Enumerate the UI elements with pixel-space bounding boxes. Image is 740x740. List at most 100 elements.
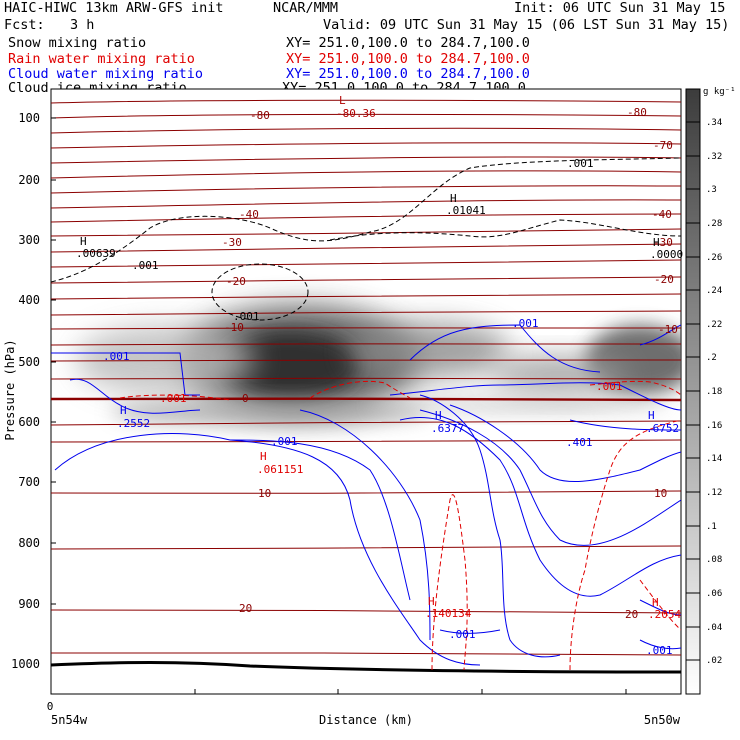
colorbar-tick: .02 [706, 656, 722, 666]
valid-time: Valid: 09 UTC Sun 31 May 15 (06 LST Sun … [323, 17, 730, 33]
extremum-value: .2054 [648, 608, 681, 621]
colorbar-tick: .22 [706, 320, 722, 330]
extremum-type: L [339, 94, 346, 107]
extremum-value: .140134 [425, 607, 472, 620]
colorbar-tick: .32 [706, 152, 722, 162]
isotherm-label: 10 [258, 487, 271, 500]
extremum-type: H [648, 409, 655, 422]
colorbar-tick: .34 [706, 118, 722, 128]
isotherm-label: 10 [654, 487, 667, 500]
y-tick-label: 900 [18, 597, 40, 611]
colorbar-tick: .1 [706, 522, 717, 532]
cloudwater-contour-label: .001 [512, 317, 539, 330]
snow-contour-label: .001 [132, 259, 159, 272]
colorbar-tick: .28 [706, 219, 722, 229]
center-label: NCAR/MMM [273, 0, 339, 16]
rain-contours [119, 380, 681, 671]
isotherm-label: 0 [242, 392, 249, 405]
x-start-label: 5n54w [51, 713, 88, 727]
extremum-type: H [80, 235, 87, 248]
colorbar-tick: .16 [706, 421, 722, 431]
y-tick-label: 300 [18, 233, 40, 247]
snow-shading [75, 305, 681, 426]
extremum-value: .6752 [646, 422, 679, 435]
isotherm-label: -10 [224, 321, 244, 334]
snow-contour-label: .001 [233, 310, 260, 323]
y-axis-label: Pressure (hPa) [3, 339, 17, 440]
y-tick-label: 500 [18, 355, 40, 369]
isotherm-label: -20 [226, 275, 246, 288]
isotherm-label: -70 [653, 139, 673, 152]
extremum-type: H [260, 450, 267, 463]
colorbar-unit: g kg⁻¹ [703, 87, 736, 97]
colorbar-tick: .08 [706, 555, 722, 565]
extremum-type: H [120, 404, 127, 417]
colorbar-tick: .04 [706, 623, 722, 633]
y-tick-label: 1000 [11, 657, 40, 671]
colorbar-tick: .3 [706, 185, 717, 195]
colorbar-tick: .14 [706, 454, 722, 464]
fcst-label: Fcst: [4, 17, 45, 33]
field-name-snow: Snow mixing ratio [8, 35, 147, 51]
field-name-cloudice: Cloud ice mixing ratio [8, 80, 187, 96]
y-tick-label: 700 [18, 475, 40, 489]
x-tick-label: 0 [47, 700, 54, 713]
y-tick-label: 200 [18, 173, 40, 187]
field-xy-rain: XY= 251.0,100.0 to 284.7,100.0 [286, 51, 530, 67]
isotherm-label: 20 [239, 602, 252, 615]
isotherm-label: -80 [250, 109, 270, 122]
y-tick-label: 800 [18, 536, 40, 550]
isotherms [51, 99, 681, 656]
isotherm-label: -30 [653, 236, 673, 249]
colorbar: .34 .32 .3 .28 .26 .24 .22 .2 .18 .16 .1… [685, 87, 736, 695]
y-axis-ticks [51, 117, 627, 694]
snow-contours [51, 157, 681, 321]
extremum-value: .2552 [117, 417, 150, 430]
snow-contour-label: .001 [567, 157, 594, 170]
extremum-type: H [653, 236, 660, 249]
y-tick-label: 100 [18, 111, 40, 125]
isotherm-label: -40 [239, 208, 259, 221]
extremum-value: .01041 [446, 204, 486, 217]
extrema-labels: L -80.36 H .01041 H .00639 H .0000 H .25… [76, 94, 683, 621]
extremum-type: H [435, 409, 442, 422]
x-end-label: 5n50w [644, 713, 681, 727]
isotherm-label: -10 [658, 323, 678, 336]
init-time: Init: 06 UTC Sun 31 May 15 [514, 0, 726, 16]
isotherm-label: -80 [627, 106, 647, 119]
cloudwater-contour-label: .001 [646, 644, 673, 657]
cloudwater-contour-label: .001 [103, 350, 130, 363]
chart-title: HAIC-HIWC 13km ARW-GFS init [4, 0, 224, 16]
field-xy-cloudwater: XY= 251.0,100.0 to 284.7,100.0 [286, 66, 530, 82]
colorbar-tick: .26 [706, 253, 722, 263]
extremum-value: .0000 [650, 248, 683, 261]
colorbar-tick: .18 [706, 387, 722, 397]
extremum-value: .061151 [257, 463, 303, 476]
extremum-type: H [428, 595, 435, 608]
extremum-value: -80.36 [336, 107, 376, 120]
terrain-line [51, 661, 681, 674]
fcst-value: 3 h [70, 17, 95, 33]
cloudwater-contour-label: .001 [449, 628, 476, 641]
extremum-type: H [450, 192, 457, 205]
y-tick-labels: 100 200 300 400 500 600 700 800 900 1000 [11, 111, 40, 671]
cloudwater-contours [51, 324, 681, 666]
field-name-cloudwater: Cloud water mixing ratio [8, 66, 204, 82]
extremum-value: .6377 [431, 422, 464, 435]
field-xy-snow: XY= 251.0,100.0 to 284.7,100.0 [286, 35, 530, 51]
y-tick-label: 600 [18, 415, 40, 429]
rain-contour-label: .001 [596, 380, 623, 393]
rain-contour-label: .001 [160, 392, 187, 405]
temperature-labels: -80 -80 -70 -40 -40 -30 -30 -20 -20 -10 … [222, 106, 678, 621]
extremum-type: H [652, 596, 659, 609]
colorbar-tick: .06 [706, 589, 722, 599]
field-xy-cloudice: XY= 251.0,100.0 to 284.7,100.0 [282, 80, 526, 96]
colorbar-tick: .24 [706, 286, 722, 296]
freezing-level [51, 397, 681, 402]
isotherm-label: -20 [654, 273, 674, 286]
extremum-value: .00639 [76, 247, 116, 260]
x-axis-label: Distance (km) [319, 713, 413, 727]
y-tick-label: 400 [18, 293, 40, 307]
isotherm-label: 20 [625, 608, 638, 621]
